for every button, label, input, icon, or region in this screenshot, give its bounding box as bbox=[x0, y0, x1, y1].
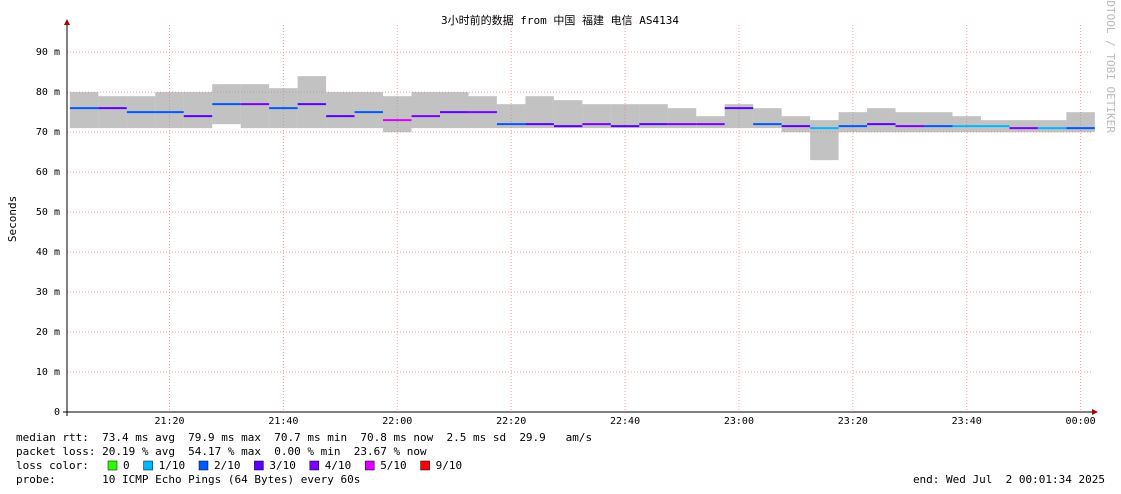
legend-swatch bbox=[309, 460, 320, 471]
legend-label: 3/10 bbox=[269, 459, 296, 472]
marks bbox=[69, 76, 1095, 161]
y-tick-label: 0 bbox=[54, 407, 60, 418]
smoke bbox=[183, 92, 213, 129]
y-tick-label: 50 m bbox=[36, 207, 60, 218]
y-tick-label: 90 m bbox=[36, 47, 60, 58]
x-tick-label: 00:00 bbox=[1066, 416, 1096, 427]
smoke bbox=[639, 104, 668, 129]
smoke bbox=[867, 108, 896, 133]
smoke bbox=[696, 116, 725, 129]
smoke bbox=[1037, 120, 1067, 133]
stats-line: packet loss: 20.19 % avg 54.17 % max 0.0… bbox=[16, 445, 427, 458]
legend-swatch bbox=[143, 460, 153, 471]
smoke bbox=[383, 96, 412, 133]
x-tick-label: 21:40 bbox=[268, 416, 298, 427]
y-axis-label: Seconds bbox=[6, 196, 19, 242]
end-time: end: Wed Jul 2 00:01:34 2025 bbox=[913, 473, 1105, 486]
x-arrow bbox=[1092, 409, 1098, 415]
legend-label: 9/10 bbox=[436, 459, 463, 472]
y-tick-label: 80 m bbox=[36, 87, 60, 98]
smoke bbox=[297, 76, 327, 129]
smoke bbox=[496, 104, 526, 129]
smoke bbox=[895, 112, 925, 133]
legend-swatch bbox=[198, 460, 209, 471]
y-arrow bbox=[64, 19, 70, 25]
smoke bbox=[924, 112, 953, 133]
legend-label: 4/10 bbox=[325, 459, 352, 472]
stats-line: median rtt: 73.4 ms avg 79.9 ms max 70.7… bbox=[16, 431, 592, 444]
smoke bbox=[582, 104, 611, 129]
smoke bbox=[952, 116, 981, 133]
x-tick-label: 23:40 bbox=[952, 416, 982, 427]
chart-title: 3小时前的数据 from 中国 福建 电信 AS4134 bbox=[441, 13, 679, 27]
smoke bbox=[69, 92, 99, 129]
smoke bbox=[724, 104, 754, 129]
legend-label: 2/10 bbox=[214, 459, 241, 472]
smoke bbox=[411, 92, 440, 129]
x-tick-label: 22:40 bbox=[610, 416, 640, 427]
smoke bbox=[610, 104, 640, 129]
legend-label: 1/10 bbox=[159, 459, 186, 472]
legend-swatch bbox=[107, 460, 118, 471]
smoke bbox=[439, 92, 469, 129]
legend-swatch bbox=[420, 460, 430, 471]
x-tick-label: 23:20 bbox=[838, 416, 868, 427]
x-tick-label: 22:20 bbox=[496, 416, 526, 427]
smoke bbox=[838, 112, 868, 133]
smoke bbox=[525, 96, 554, 129]
x-tick-label: 21:20 bbox=[154, 416, 184, 427]
legend-swatch bbox=[254, 460, 264, 471]
legend-label: 0 bbox=[123, 459, 130, 472]
smoke bbox=[354, 92, 384, 129]
x-tick-label: 22:00 bbox=[382, 416, 412, 427]
y-tick-label: 20 m bbox=[36, 327, 60, 338]
smoke bbox=[240, 84, 270, 129]
probe: probe: 10 ICMP Echo Pings (64 Bytes) eve… bbox=[16, 473, 360, 486]
y-tick-label: 40 m bbox=[36, 247, 60, 258]
y-tick-label: 60 m bbox=[36, 167, 60, 178]
smoke bbox=[781, 116, 811, 133]
y-tick-label: 30 m bbox=[36, 287, 60, 298]
legend-swatch bbox=[364, 460, 375, 471]
smoke bbox=[155, 92, 184, 129]
y-tick-label: 10 m bbox=[36, 367, 60, 378]
x-tick-label: 23:00 bbox=[724, 416, 754, 427]
smoke bbox=[1009, 120, 1038, 133]
y-tick-label: 70 m bbox=[36, 127, 60, 138]
plot-area bbox=[67, 25, 1092, 412]
watermark: RRDTOOL / TOBI OETIKER bbox=[1104, 0, 1117, 133]
legend: 0 1/10 2/10 3/10 4/10 5/10 9/10 bbox=[107, 459, 463, 472]
legend-title: loss color: bbox=[16, 459, 89, 472]
smoke bbox=[553, 100, 583, 129]
smoke bbox=[810, 120, 839, 161]
legend-label: 5/10 bbox=[380, 459, 407, 472]
smoke bbox=[98, 96, 127, 129]
smoke bbox=[326, 92, 355, 129]
